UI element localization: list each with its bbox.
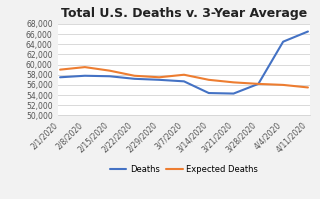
Deaths [83,75,87,77]
Expected Deaths [182,74,186,76]
Deaths [232,92,236,95]
Deaths [281,40,285,43]
Expected Deaths [256,83,260,85]
Legend: Deaths, Expected Deaths: Deaths, Expected Deaths [107,162,261,177]
Expected Deaths [83,66,87,68]
Expected Deaths [281,84,285,86]
Expected Deaths [157,76,161,78]
Expected Deaths [132,75,136,77]
Expected Deaths [207,79,211,81]
Expected Deaths [232,81,236,84]
Deaths [58,76,62,78]
Line: Deaths: Deaths [60,31,308,94]
Deaths [182,80,186,83]
Line: Expected Deaths: Expected Deaths [60,67,308,87]
Title: Total U.S. Deaths v. 3-Year Average: Total U.S. Deaths v. 3-Year Average [61,7,307,20]
Expected Deaths [108,69,112,72]
Expected Deaths [58,68,62,71]
Deaths [256,83,260,85]
Deaths [157,79,161,81]
Deaths [108,75,112,77]
Deaths [132,78,136,80]
Deaths [306,30,310,33]
Expected Deaths [306,86,310,89]
Deaths [207,92,211,94]
